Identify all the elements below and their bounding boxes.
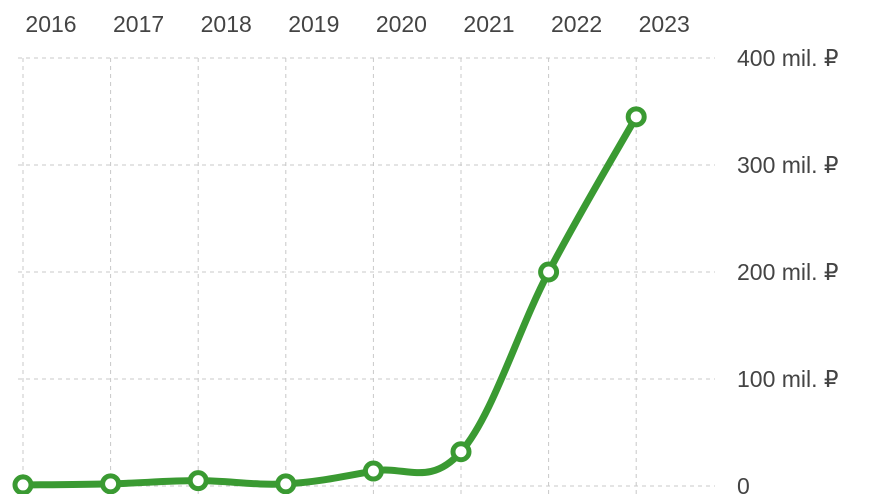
data-point xyxy=(187,470,209,492)
x-tick-label: 2016 xyxy=(25,11,76,37)
data-point xyxy=(450,441,472,463)
series-line-group xyxy=(19,113,640,489)
y-tick-label: 400 mil. ₽ xyxy=(737,45,839,71)
data-point xyxy=(100,473,122,494)
y-tick-label: 200 mil. ₽ xyxy=(737,259,839,285)
data-point xyxy=(275,473,297,494)
data-point xyxy=(12,474,34,494)
x-tick-label: 2020 xyxy=(376,11,427,37)
data-point xyxy=(538,261,560,283)
y-tick-labels: 0 100 mil. ₽ 200 mil. ₽ 300 mil. ₽ 400 mil. … xyxy=(737,45,839,494)
x-tick-labels: 2016 2017 2018 2019 2020 2021 2022 2023 xyxy=(25,11,689,37)
data-points xyxy=(12,106,647,494)
data-point xyxy=(625,106,647,128)
grid-lines xyxy=(18,57,715,494)
x-tick-label: 2018 xyxy=(201,11,252,37)
data-point xyxy=(362,460,384,482)
y-tick-label: 300 mil. ₽ xyxy=(737,152,839,178)
series-line xyxy=(19,113,640,489)
x-tick-label: 2017 xyxy=(113,11,164,37)
x-tick-label: 2023 xyxy=(639,11,690,37)
x-tick-label: 2019 xyxy=(288,11,339,37)
x-tick-label: 2021 xyxy=(463,11,514,37)
y-tick-label: 0 xyxy=(737,473,750,494)
x-tick-label: 2022 xyxy=(551,11,602,37)
y-tick-label: 100 mil. ₽ xyxy=(737,366,839,392)
